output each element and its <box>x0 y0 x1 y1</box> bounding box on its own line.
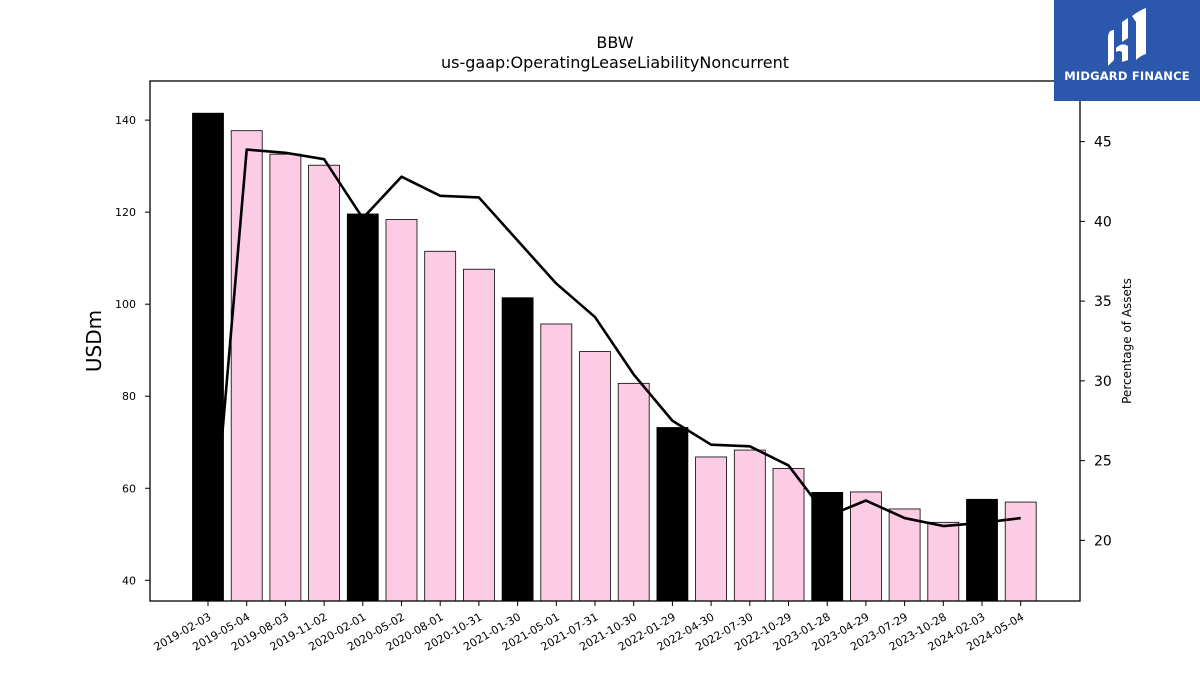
bar-2021-05-01 <box>540 323 573 602</box>
bar-2019-08-03 <box>269 153 302 602</box>
y2-tick-label: 30 <box>1094 374 1112 390</box>
y-tick-label: 100 <box>115 298 136 311</box>
bar-2024-02-03 <box>966 498 998 602</box>
axes-layer: 4060801001201402025303540452019-02-03201… <box>115 80 1112 654</box>
y-tick-label: 60 <box>122 482 136 495</box>
bar-2023-10-28 <box>927 521 960 602</box>
y-tick-label: 140 <box>115 114 136 127</box>
bar-2024-05-04 <box>1004 501 1037 602</box>
y2-tick-label: 20 <box>1094 533 1112 549</box>
y-axis-label: USDm <box>82 310 106 372</box>
bar-2021-10-30 <box>617 382 650 602</box>
bar-2020-08-01 <box>424 250 457 602</box>
bar-2020-05-02 <box>385 219 418 602</box>
bar-2020-10-31 <box>462 268 495 602</box>
y-tick-label: 80 <box>122 390 136 403</box>
bar-2019-02-03 <box>192 112 224 602</box>
plot-frame <box>149 80 1081 602</box>
midgard-logo-icon <box>1108 8 1146 66</box>
bar-2021-07-31 <box>579 351 611 602</box>
percentage-of-assets-line <box>206 148 1021 602</box>
bar-2020-02-01 <box>346 213 379 602</box>
bar-2022-07-30 <box>733 449 766 602</box>
bars-layer <box>192 112 1037 602</box>
logo-text: MIDGARD FINANCE <box>1064 69 1190 83</box>
bar-2023-01-28 <box>811 491 844 602</box>
bar-2022-01-29 <box>656 427 689 602</box>
bar-2019-11-02 <box>308 164 341 602</box>
y2-tick-label: 25 <box>1094 454 1112 470</box>
bar-2022-04-30 <box>695 456 727 602</box>
brand-logo: MIDGARD FINANCE <box>1054 0 1200 101</box>
line-layer <box>206 148 1021 602</box>
y2-tick-label: 45 <box>1094 135 1112 151</box>
y2-tick-label: 40 <box>1094 214 1112 230</box>
chart-title: BBW <box>596 33 633 52</box>
bar-2023-04-29 <box>850 491 882 602</box>
y-tick-label: 120 <box>115 206 136 219</box>
y-tick-label: 40 <box>122 574 136 587</box>
chart-subtitle: us-gaap:OperatingLeaseLiabilityNoncurren… <box>441 53 789 72</box>
bar-2023-07-29 <box>888 508 921 602</box>
bar-2019-05-04 <box>230 130 263 602</box>
bar-2021-01-30 <box>501 297 534 602</box>
bar-2022-10-29 <box>772 468 805 602</box>
y2-tick-label: 35 <box>1094 294 1112 310</box>
y2-axis-label: Percentage of Assets <box>1120 278 1134 404</box>
